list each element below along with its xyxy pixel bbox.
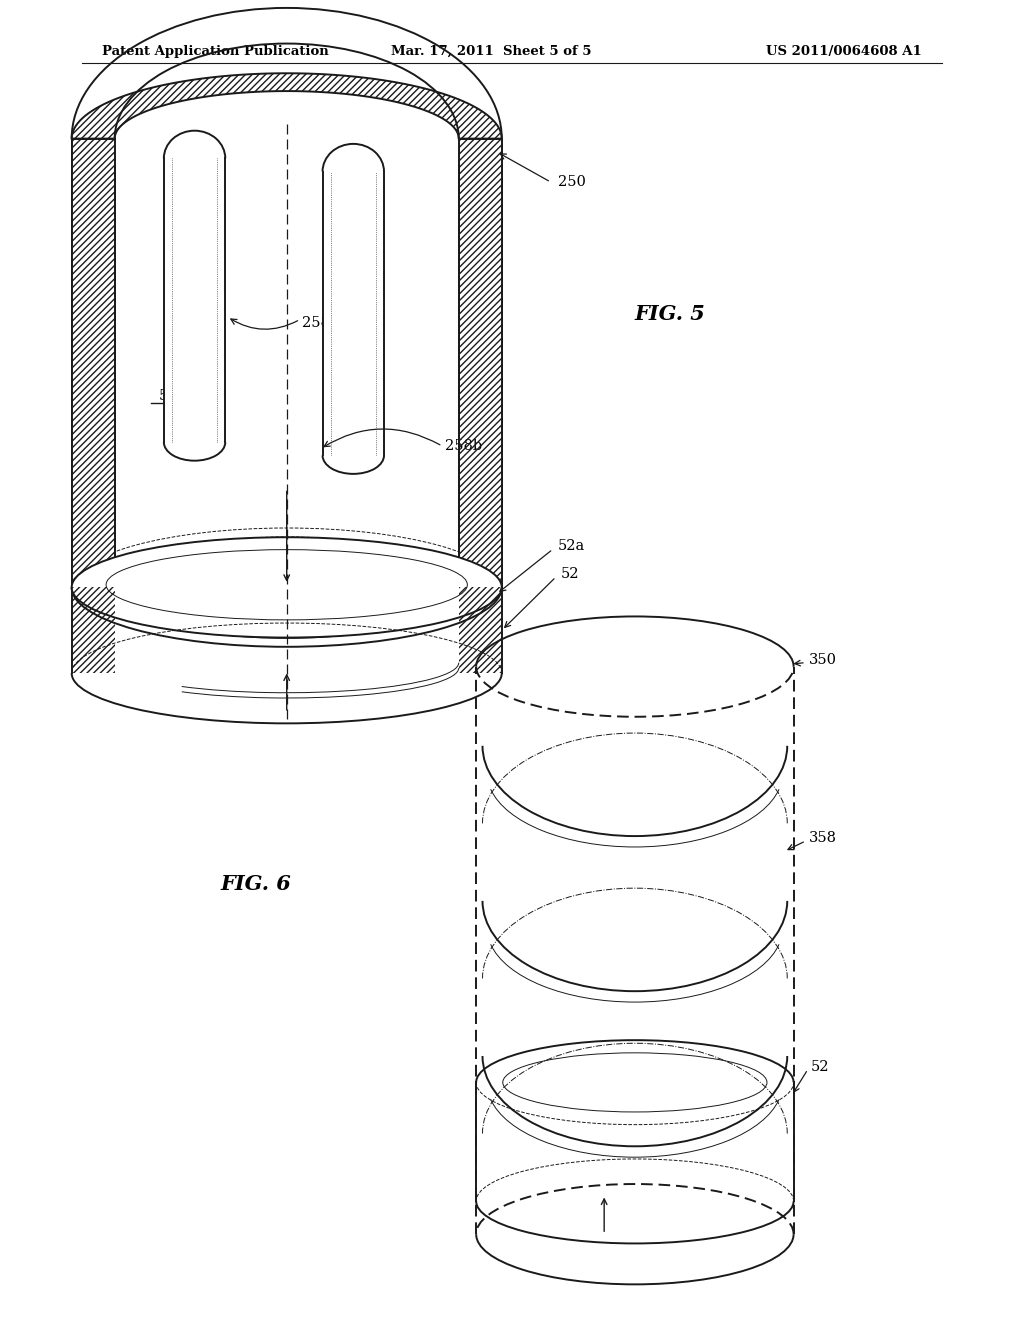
Polygon shape [459, 139, 502, 587]
Text: 52: 52 [561, 568, 580, 581]
Polygon shape [72, 139, 115, 587]
Text: 52b: 52b [367, 618, 394, 631]
Polygon shape [115, 139, 459, 587]
Polygon shape [72, 74, 502, 139]
Text: 52: 52 [811, 1060, 829, 1073]
Text: Mar. 17, 2011  Sheet 5 of 5: Mar. 17, 2011 Sheet 5 of 5 [391, 45, 592, 58]
Text: 52a: 52a [558, 540, 586, 553]
Text: US 2011/0064608 A1: US 2011/0064608 A1 [766, 45, 922, 58]
Ellipse shape [72, 537, 502, 638]
Polygon shape [164, 158, 225, 442]
Text: 258a: 258a [302, 317, 339, 330]
Text: 250: 250 [558, 176, 586, 189]
Text: FIG. 6: FIG. 6 [220, 874, 291, 895]
Text: 358: 358 [809, 832, 837, 845]
Text: 350: 350 [809, 653, 837, 667]
Text: 258b: 258b [445, 440, 482, 453]
Text: 54: 54 [159, 389, 177, 403]
Text: Patent Application Publication: Patent Application Publication [102, 45, 329, 58]
Text: FIG. 5: FIG. 5 [635, 304, 706, 325]
Polygon shape [323, 172, 384, 455]
